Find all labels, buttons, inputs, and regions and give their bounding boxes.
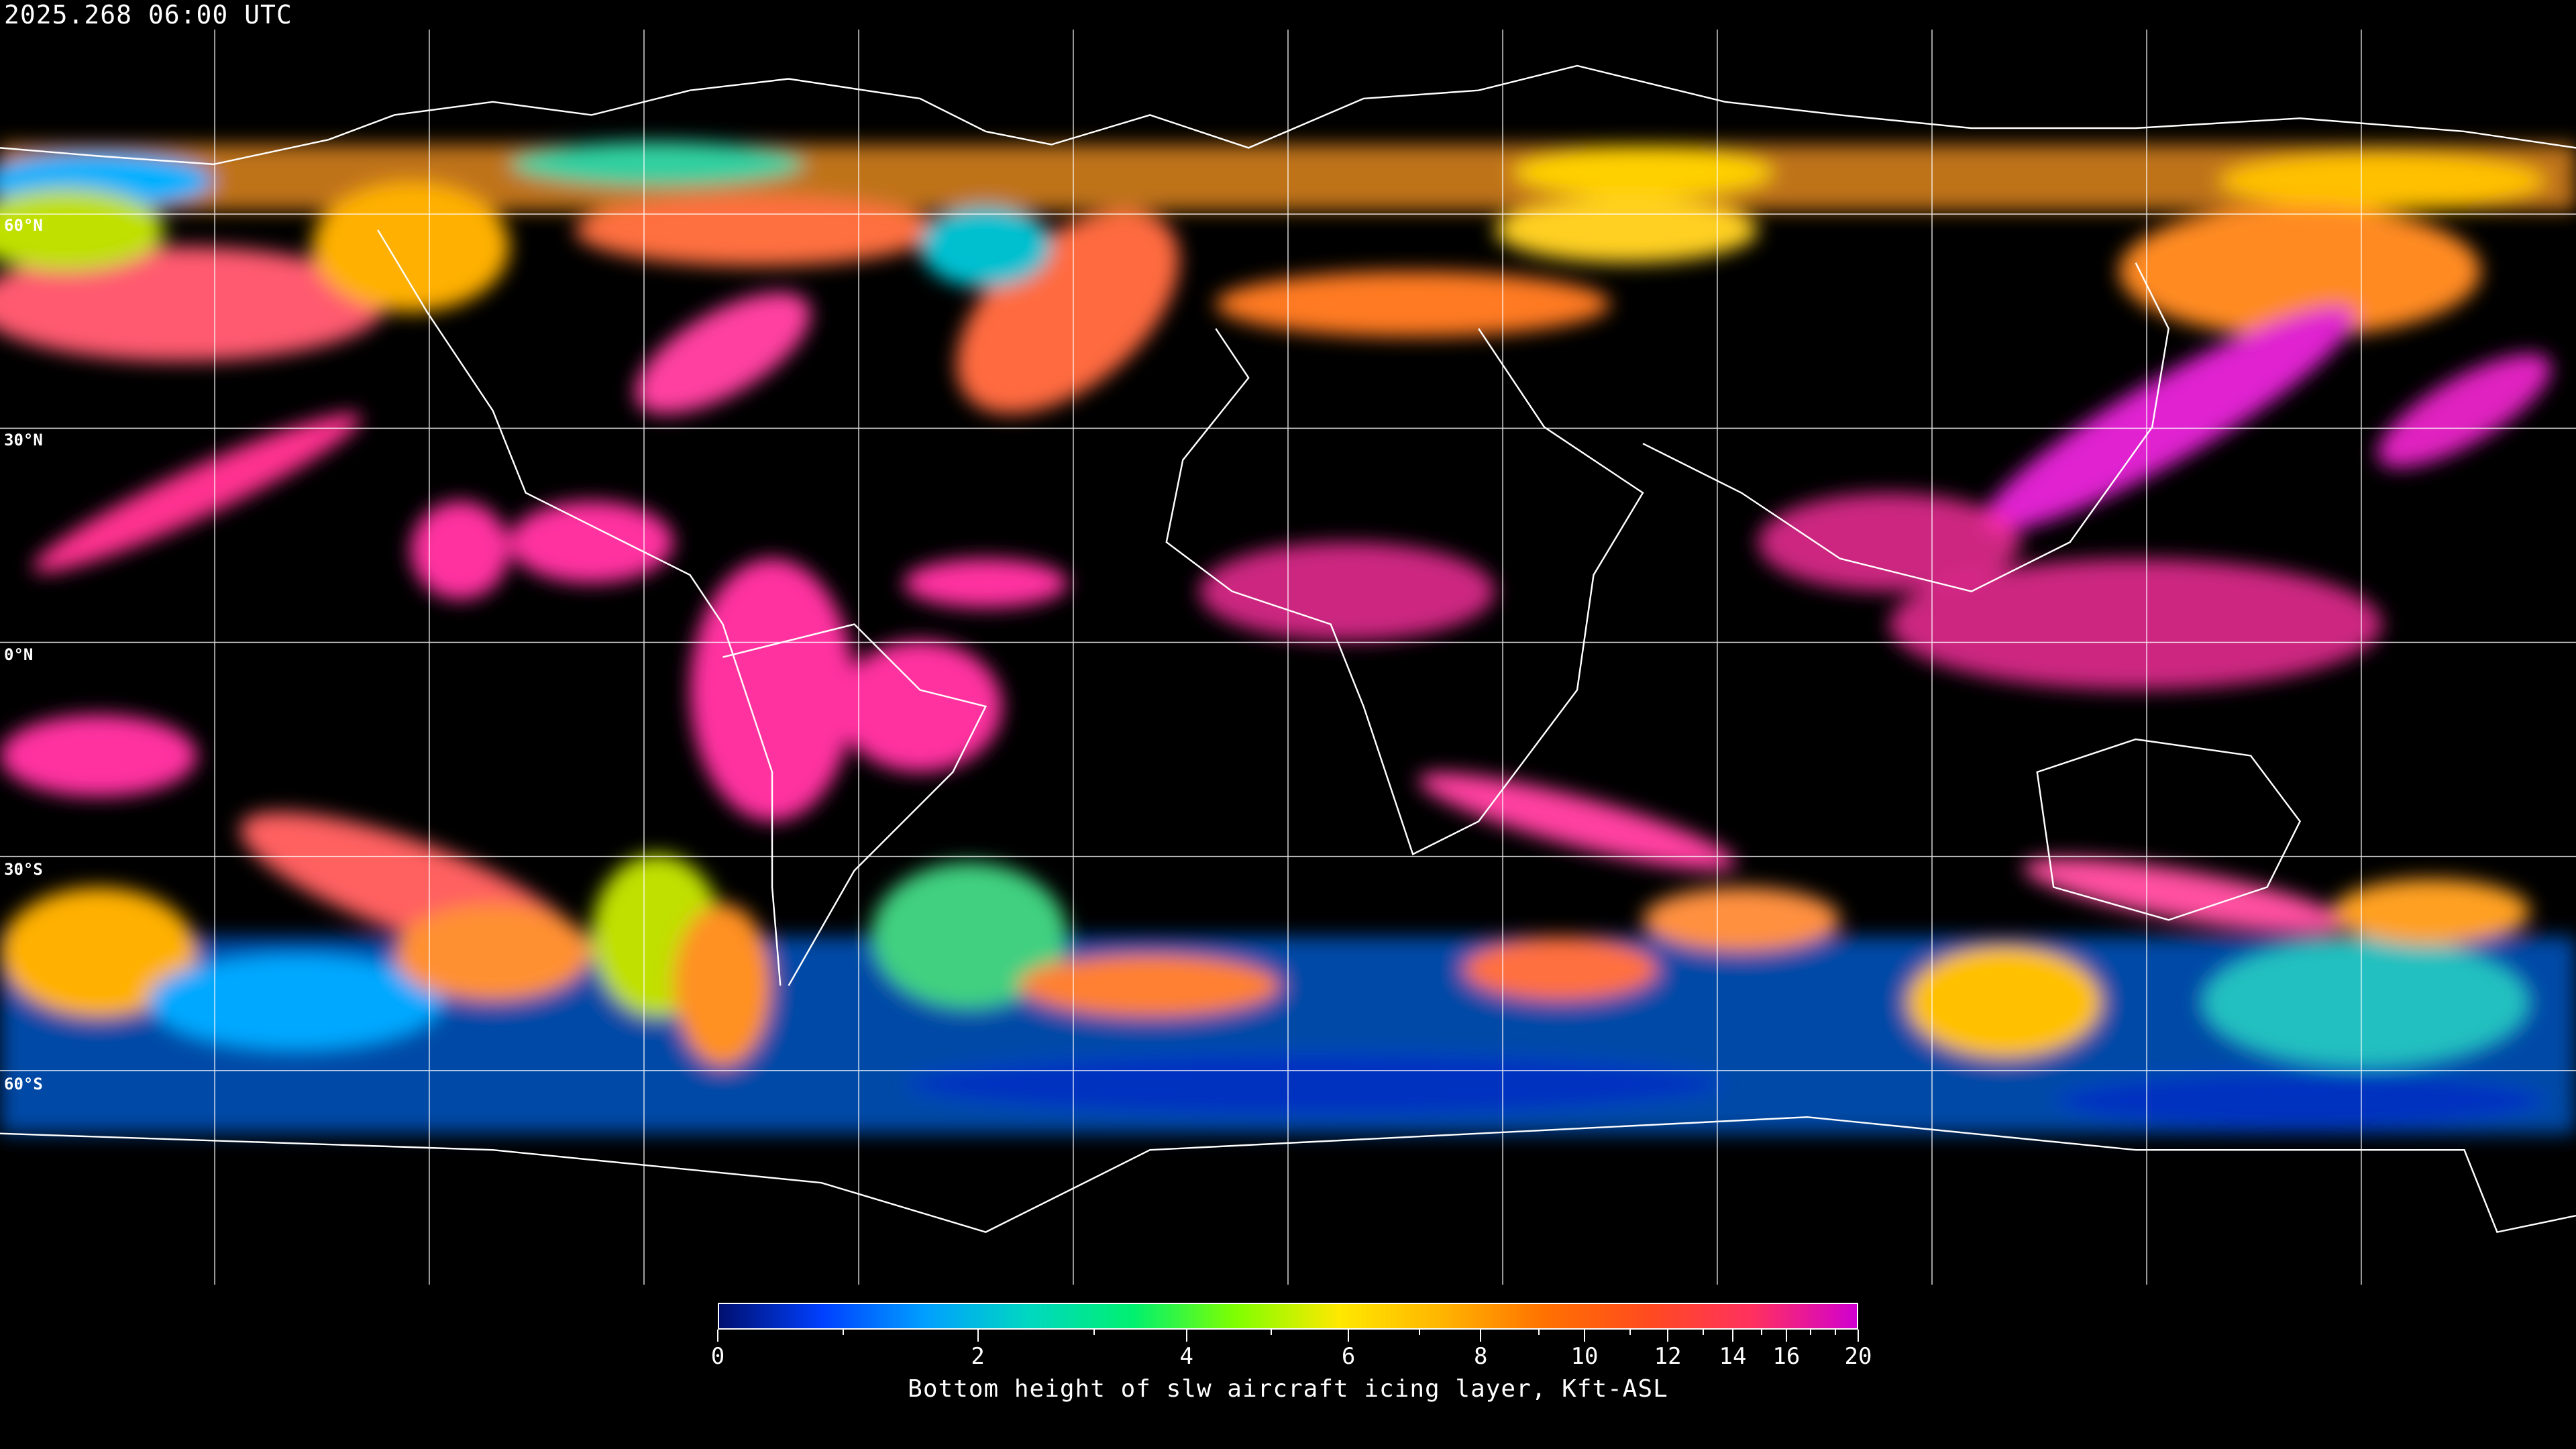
lat-label-60s: 60°S xyxy=(4,1075,43,1093)
colorbar-major-tick xyxy=(1348,1330,1350,1342)
colorbar-major-tick xyxy=(1667,1330,1669,1342)
colorbar-major-tick xyxy=(1480,1330,1482,1342)
colorbar-tick-label: 0 xyxy=(710,1343,725,1370)
lat-label-30n: 30°N xyxy=(4,431,43,449)
coastlines xyxy=(0,64,2576,1234)
colorbar-tick-label: 6 xyxy=(1341,1343,1356,1370)
colorbar-tick-label: 14 xyxy=(1719,1343,1747,1370)
colorbar-tick-label: 16 xyxy=(1772,1343,1801,1370)
colorbar-minor-tick xyxy=(1835,1330,1836,1335)
colorbar-tick-label: 8 xyxy=(1474,1343,1488,1370)
graticule xyxy=(0,30,2576,1285)
colorbar-minor-tick xyxy=(1702,1330,1704,1335)
colorbar-tick-label: 20 xyxy=(1844,1343,1872,1370)
colorbar-major-tick xyxy=(1732,1330,1733,1342)
lat-label-30s: 30°S xyxy=(4,860,43,879)
colorbar-minor-tick xyxy=(843,1330,844,1335)
icing-map xyxy=(0,30,2576,1285)
lat-label-0n: 0°N xyxy=(4,645,34,664)
colorbar-major-tick xyxy=(1584,1330,1585,1342)
colorbar-tick-label: 4 xyxy=(1179,1343,1193,1370)
colorbar-minor-tick xyxy=(1760,1330,1762,1335)
colorbar-major-tick xyxy=(977,1330,979,1342)
lat-label-60n: 60°N xyxy=(4,216,43,235)
colorbar-tick-label: 12 xyxy=(1654,1343,1682,1370)
colorbar-minor-tick xyxy=(1538,1330,1540,1335)
colorbar-major-tick xyxy=(717,1330,718,1342)
colorbar-tick-label: 10 xyxy=(1570,1343,1599,1370)
colorbar-minor-tick xyxy=(1270,1330,1272,1335)
colorbar xyxy=(718,1303,1858,1330)
colorbar-minor-tick xyxy=(1629,1330,1631,1335)
colorbar-minor-tick xyxy=(1093,1330,1095,1335)
colorbar-major-tick xyxy=(1858,1330,1859,1342)
colorbar-tick-label: 2 xyxy=(971,1343,985,1370)
colorbar-minor-tick xyxy=(1809,1330,1811,1335)
colorbar-major-tick xyxy=(1185,1330,1187,1342)
colorbar-minor-tick xyxy=(1418,1330,1420,1335)
colorbar-title: Bottom height of slw aircraft icing laye… xyxy=(908,1375,1668,1403)
timestamp: 2025.268 06:00 UTC xyxy=(4,0,292,30)
colorbar-ticks: 0 2 4 6 8 10 12 14 16 20 xyxy=(711,1330,1872,1383)
colorbar-major-tick xyxy=(1785,1330,1787,1342)
